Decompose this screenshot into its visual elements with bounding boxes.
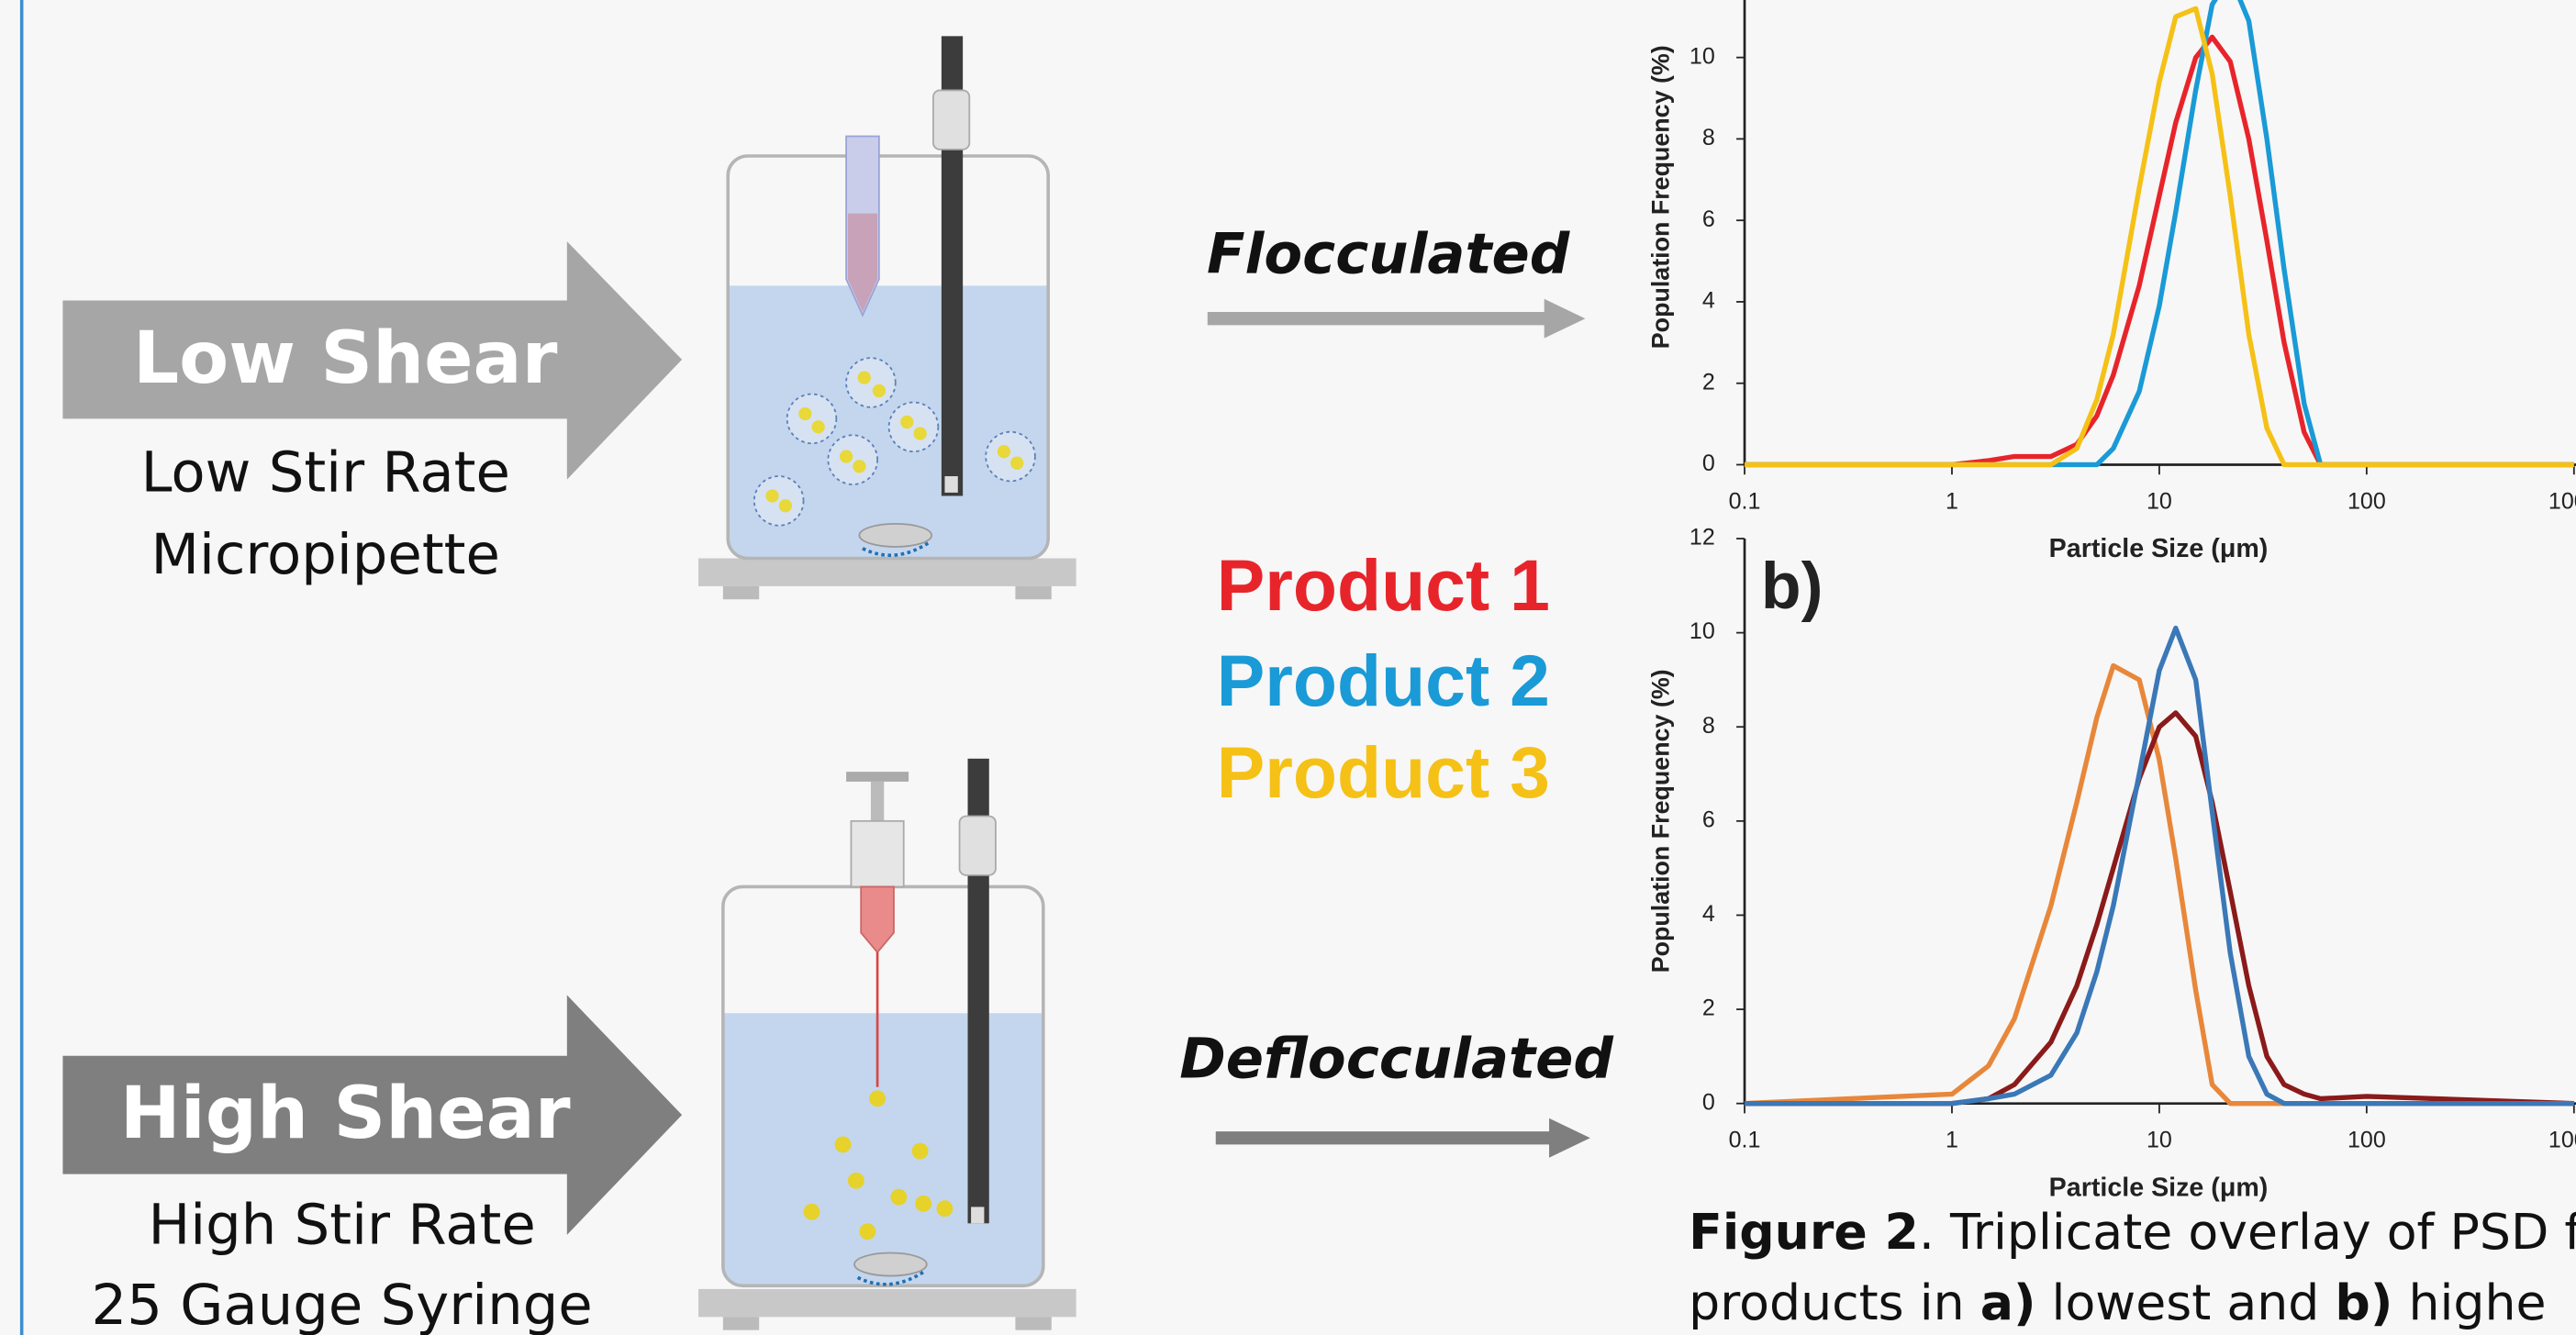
caption-segment: lowest and <box>2035 1273 2335 1330</box>
low-shear-line: Low Stir Rate <box>141 441 510 506</box>
y-axis-title: Population Frequency (%) <box>1647 669 1675 973</box>
x-tick-label: 100 <box>2347 488 2386 514</box>
y-tick-label: 0 <box>1702 451 1715 476</box>
high-shear-title: High Shear <box>120 1071 571 1155</box>
y-tick-label: 6 <box>1702 206 1715 232</box>
x-axis-title: Particle Size (μm) <box>2049 1173 2269 1202</box>
y-tick-label: 6 <box>1702 807 1715 832</box>
x-tick-label: 1 <box>1946 1127 1958 1152</box>
y-tick-label: 0 <box>1702 1089 1715 1115</box>
panel-label: b) <box>1761 550 1823 623</box>
caption-line: products in a) lowest and b) highe <box>1689 1273 2546 1330</box>
y-tick-label: 8 <box>1702 125 1715 150</box>
x-tick-label: 100 <box>2347 1127 2386 1152</box>
y-tick-label: 2 <box>1702 996 1715 1021</box>
caption-segment: highe <box>2392 1273 2546 1330</box>
legend-entry: Product 2 <box>1217 640 1550 721</box>
y-tick-label: 8 <box>1702 713 1715 739</box>
caption-segment: a) <box>1980 1273 2036 1330</box>
high-shear-line: 25 Gauge Syringe <box>92 1274 593 1335</box>
x-tick-label: 10 <box>2147 488 2172 514</box>
y-tick-label: 12 <box>1689 525 1715 551</box>
deflocculated-label: Deflocculated <box>1179 1028 1614 1092</box>
x-tick-label: 0.1 <box>1729 1127 1761 1152</box>
y-tick-label: 4 <box>1702 901 1715 927</box>
x-tick-label: 0.1 <box>1729 488 1761 514</box>
caption-segment: b) <box>2335 1273 2392 1330</box>
x-tick-label: 1000 <box>2548 1127 2576 1152</box>
y-tick-label: 10 <box>1689 618 1715 644</box>
x-tick-label: 1 <box>1946 488 1958 514</box>
x-axis-title: Particle Size (μm) <box>2049 534 2269 563</box>
x-tick-label: 10 <box>2147 1127 2172 1152</box>
high-shear-line: High Stir Rate <box>148 1193 535 1257</box>
page: {"left": {"low": {"title": "Low Shear", … <box>0 0 2576 1335</box>
y-axis-title: Population Frequency (%) <box>1647 45 1675 349</box>
caption-segment: . Triplicate overlay of PSD f <box>1919 1202 2576 1260</box>
legend-entry: Product 3 <box>1217 732 1550 813</box>
low-shear-line: Micropipette <box>151 523 500 587</box>
poster: Low Shear Low Stir Rate Micropipette Hig… <box>0 0 2576 1335</box>
caption-segment: products in <box>1689 1273 1980 1330</box>
y-tick-label: 4 <box>1702 288 1715 314</box>
caption-segment: Figure 2 <box>1689 1202 1919 1260</box>
y-tick-label: 2 <box>1702 369 1715 395</box>
y-tick-label: 10 <box>1689 43 1715 69</box>
legend-entry: Product 1 <box>1217 545 1550 626</box>
flocculated-label: Flocculated <box>1207 223 1571 287</box>
low-shear-title: Low Shear <box>133 316 558 400</box>
caption-line: Figure 2. Triplicate overlay of PSD f <box>1689 1202 2576 1260</box>
x-tick-label: 1000 <box>2548 488 2576 514</box>
